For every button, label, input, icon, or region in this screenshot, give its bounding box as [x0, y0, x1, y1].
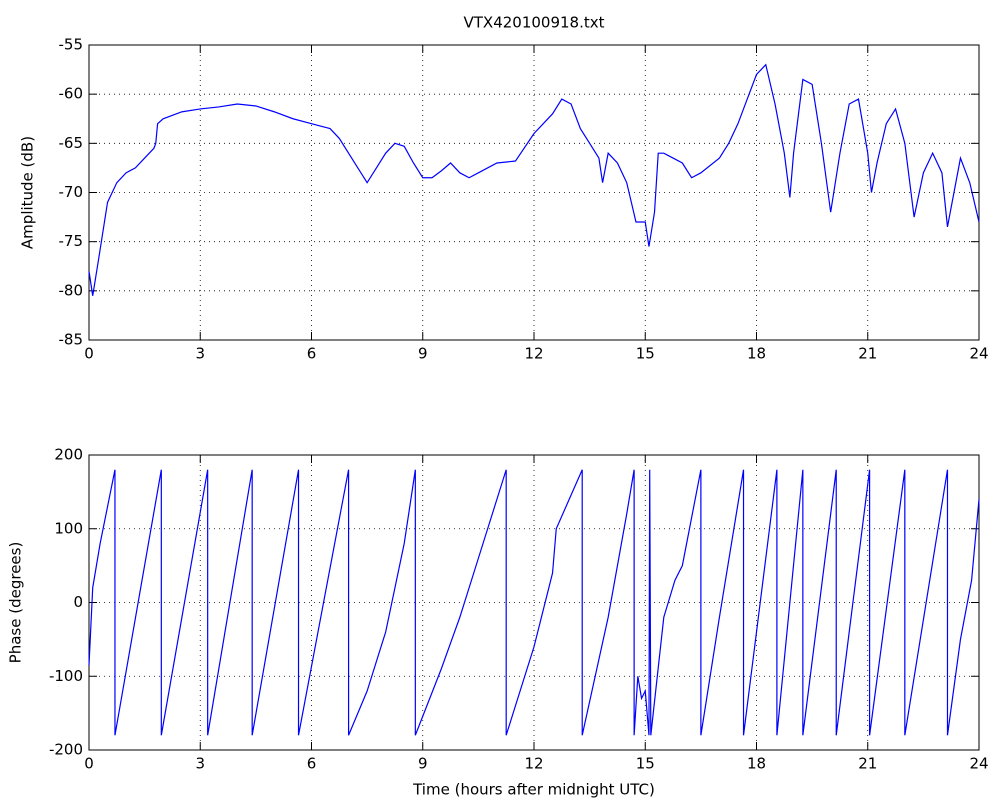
x-tick-label: 12	[524, 755, 543, 773]
y-tick-label: -85	[59, 331, 84, 349]
y-tick-label: -75	[59, 232, 84, 250]
y-axis-label: Amplitude (dB)	[19, 136, 37, 249]
y-tick-label: -100	[49, 667, 83, 685]
y-tick-label: 100	[54, 519, 83, 537]
x-tick-label: 18	[747, 345, 766, 363]
y-tick-label: -200	[49, 741, 83, 759]
y-tick-label: 0	[73, 593, 83, 611]
x-tick-label: 9	[418, 345, 428, 363]
x-tick-label: 21	[858, 345, 877, 363]
y-tick-label: -55	[59, 36, 84, 54]
data-line	[88, 469, 980, 736]
chart-title: VTX420100918.txt	[464, 14, 605, 32]
y-tick-label: -65	[59, 134, 84, 152]
x-tick-label: 3	[195, 755, 205, 773]
y-axis-label: Phase (degrees)	[7, 542, 25, 664]
data-line	[88, 63, 980, 296]
x-tick-label: 21	[858, 755, 877, 773]
x-tick-label: 15	[636, 345, 655, 363]
x-tick-label: 0	[84, 755, 94, 773]
x-tick-label: 6	[307, 345, 317, 363]
y-tick-label: -80	[59, 281, 84, 299]
x-axis-label: Time (hours after midnight UTC)	[412, 781, 655, 799]
y-tick-label: 200	[54, 446, 83, 464]
x-tick-label: 12	[524, 345, 543, 363]
x-tick-label: 15	[636, 755, 655, 773]
x-tick-label: 24	[969, 345, 988, 363]
x-tick-label: 24	[969, 755, 988, 773]
x-tick-label: 18	[747, 755, 766, 773]
x-tick-label: 6	[307, 755, 317, 773]
y-tick-label: -60	[59, 85, 84, 103]
plot-frame	[88, 44, 980, 341]
y-tick-label: -70	[59, 183, 84, 201]
x-tick-label: 9	[418, 755, 428, 773]
x-tick-label: 3	[195, 345, 205, 363]
x-tick-label: 0	[84, 345, 94, 363]
plot-frame	[88, 454, 980, 751]
